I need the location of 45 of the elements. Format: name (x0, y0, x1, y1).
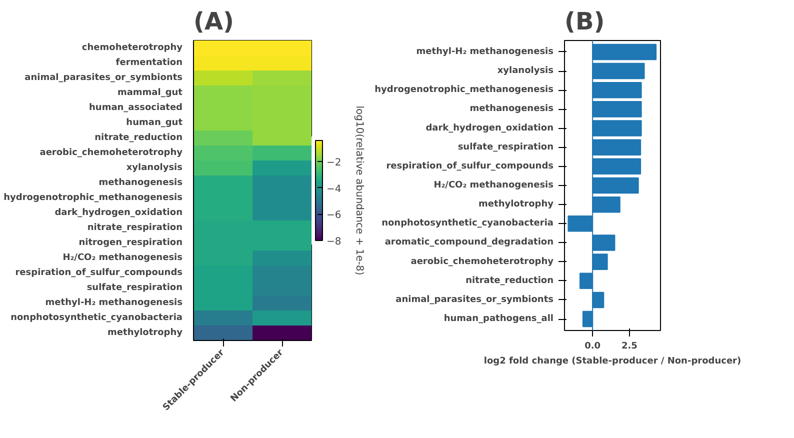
y-tick-label: aerobic_chemoheterotrophy (40, 148, 183, 158)
chart-title: (A) (194, 8, 234, 36)
y-tick-label: methanogenesis (98, 178, 183, 188)
color-bar-label: −4 (326, 184, 342, 195)
y-tick-label: H₂/CO₂ methanogenesis (62, 253, 183, 263)
x-tick-label: 0.0 (584, 342, 601, 352)
y-tick-label: respiration_of_sulfur_compounds (386, 161, 554, 172)
y-tick-label: dark_hydrogen_oxidation (54, 208, 183, 218)
y-tick-label: methyl-H₂ methanogenesis (45, 298, 183, 308)
y-tick-label: fermentation (116, 58, 183, 68)
y-tick-label: aerobic_chemoheterotrophy (410, 256, 554, 267)
y-tick-label: xylanolysis (497, 66, 554, 76)
y-tick-label: mammal_gut (117, 88, 184, 98)
y-tick-label: respiration_of_sulfur_compounds (15, 268, 183, 278)
y-tick-label: methanogenesis (470, 104, 554, 114)
x-tick-label: 2.5 (622, 342, 638, 352)
y-tick-label: sulfate_respiration (458, 142, 554, 152)
y-tick-label: animal_parasites_or_symbionts (24, 73, 183, 83)
x-axis-title: log2 fold change (Stable-producer / Non-producer) (484, 356, 742, 366)
y-tick-label: human_gut (126, 118, 184, 128)
y-tick-label: aromatic_compound_degradation (384, 238, 554, 248)
y-tick-label: xylanolysis (126, 163, 182, 173)
y-tick-label: nitrate_reduction (466, 276, 554, 286)
y-tick-label: human_associated (89, 103, 183, 113)
y-tick-label: nonphotosynthetic_cyanobacteria (10, 313, 183, 323)
y-tick-label: nonphotosynthetic_cyanobacteria (382, 218, 554, 229)
y-tick-label: methyl-H₂ methanogenesis (416, 46, 554, 57)
y-tick-label: nitrate_respiration (87, 223, 183, 233)
y-tick-label: methylotrophy (478, 200, 554, 210)
y-tick-label: sulfate_respiration (86, 283, 183, 293)
y-tick-label: H₂/CO₂ methanogenesis (434, 180, 554, 190)
y-tick-label: nitrogen_respiration (78, 238, 183, 248)
y-tick-label: animal_parasites_or_symbionts (396, 294, 554, 305)
y-tick-label: hydrogenotrophic_methanogenesis (4, 193, 183, 203)
color-bar-title: log10(relative abundance + 1e-8) (354, 106, 364, 276)
y-tick-label: nitrate_reduction (94, 133, 183, 143)
y-tick-label: chemoheterotrophy (82, 43, 183, 53)
y-tick-label: methylotrophy (108, 328, 183, 338)
color-bar-label: −6 (326, 210, 342, 222)
y-tick-label: human_pathogens_all (444, 314, 554, 324)
color-bar-label: −8 (326, 236, 342, 248)
y-tick-label: dark_hydrogen_oxidation (426, 123, 554, 134)
color-bar-label: −2 (326, 158, 342, 169)
chart-title: (B) (564, 8, 605, 36)
y-tick-label: hydrogenotrophic_methanogenesis (374, 85, 554, 96)
